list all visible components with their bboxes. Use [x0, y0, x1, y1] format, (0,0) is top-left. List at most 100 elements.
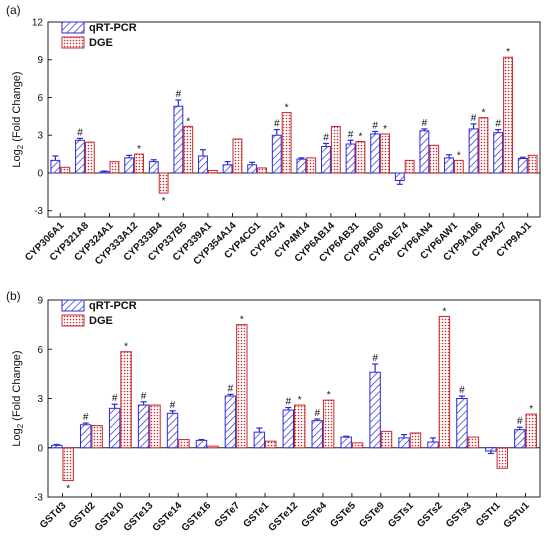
significance-hash: # [372, 353, 378, 364]
significance-star: * [506, 47, 510, 58]
bar-qrt-pcr [493, 132, 504, 174]
bar-dge [467, 436, 480, 449]
significance-star: * [298, 395, 302, 406]
significance-hash: # [170, 400, 176, 411]
bar-qrt-pcr [340, 436, 352, 449]
category-label: GSTs3 [444, 500, 474, 530]
bar-qrt-pcr [50, 159, 61, 174]
bar-qrt-pcr [398, 437, 410, 449]
y-tick-label: 12 [32, 18, 44, 29]
significance-hash: # [274, 119, 280, 130]
bar-dge [178, 439, 190, 449]
bar-dge [257, 167, 267, 174]
bar-dge [109, 161, 120, 174]
category-label: GSTs2 [415, 500, 445, 530]
category-label: GSTe12 [267, 500, 301, 534]
significance-star: * [66, 484, 70, 495]
significance-star: * [327, 390, 331, 401]
category-label: GSTe16 [180, 500, 214, 534]
bar-dge [306, 157, 317, 174]
bar-dge [404, 159, 415, 174]
bar-dge [478, 117, 489, 174]
bar-qrt-pcr [485, 447, 497, 452]
bar-qrt-pcr [311, 420, 323, 449]
significance-hash: # [228, 383, 234, 394]
significance-hash: # [495, 119, 501, 130]
legend: qRT-PCR DGE [61, 299, 137, 327]
bar-dge [409, 432, 422, 449]
bar-dge [120, 351, 132, 449]
bar-dge [525, 413, 537, 449]
bar-dge [232, 138, 243, 174]
y-tick-label: 3 [37, 394, 43, 405]
category-label: GSTe4 [299, 500, 329, 530]
bar-qrt-pcr [517, 158, 528, 174]
significance-hash: # [517, 416, 523, 427]
category-label: GSTs1 [386, 500, 416, 530]
significance-star: * [358, 132, 362, 143]
legend: qRT-PCR DGE [61, 21, 137, 49]
legend-label-qrt-pcr: qRT-PCR [89, 300, 137, 312]
significance-hash: # [459, 385, 465, 396]
bar-qrt-pcr [427, 441, 439, 449]
significance-hash: # [372, 120, 378, 131]
bar-qrt-pcr [224, 395, 237, 449]
bar-qrt-pcr [419, 130, 430, 174]
significance-hash: # [77, 127, 83, 138]
bar-qrt-pcr [370, 133, 381, 174]
significance-hash: # [176, 89, 182, 100]
bar-dge [265, 440, 277, 449]
bar-dge [60, 166, 71, 174]
bar-dge [294, 404, 306, 449]
significance-star: * [186, 116, 190, 127]
bar-dge [183, 125, 194, 174]
bar-dge [351, 442, 364, 449]
significance-star: * [383, 124, 387, 135]
bar-dge [84, 141, 95, 174]
bar-qrt-pcr [195, 439, 208, 449]
bar-qrt-pcr [166, 412, 179, 449]
bar-dge [207, 445, 219, 449]
y-tick-label: 9 [37, 55, 43, 66]
bar-dge [134, 153, 144, 174]
significance-hash: # [314, 408, 320, 419]
bar-qrt-pcr [444, 157, 454, 174]
category-label: GSTe13 [122, 500, 156, 534]
bar-dge [527, 154, 538, 174]
bar-qrt-pcr [282, 409, 294, 449]
bar-dge [496, 447, 509, 469]
significance-hash: # [348, 129, 354, 140]
legend-label-qrt-pcr: qRT-PCR [89, 22, 137, 34]
category-label: GSTe5 [328, 500, 358, 530]
legend-swatch-qrt-pcr [61, 299, 85, 312]
bar-dge [281, 112, 292, 174]
significance-star: * [124, 342, 128, 353]
bar-dge [149, 404, 161, 449]
plot-frame [47, 21, 541, 218]
significance-star: * [240, 315, 244, 326]
bar-dge [355, 141, 366, 174]
category-label: GSTd3 [38, 500, 69, 531]
bar-dge [380, 133, 390, 174]
category-label: GSTe14 [151, 500, 185, 534]
significance-hash: # [112, 393, 118, 404]
y-tick-label: 6 [37, 345, 43, 356]
y-axis-label: Log2 (Fold Change) [11, 350, 25, 446]
bar-dge [207, 169, 218, 174]
bar-qrt-pcr [253, 431, 266, 449]
y-tick-label: 0 [37, 443, 43, 454]
y-tick-label: -3 [34, 493, 43, 504]
bar-qrt-pcr [75, 139, 85, 174]
y-tick-label: 6 [37, 93, 43, 104]
significance-star: * [529, 404, 533, 415]
significance-star: * [442, 306, 446, 317]
legend-label-dge: DGE [89, 37, 113, 49]
category-label: GSTe10 [93, 500, 127, 534]
bar-qrt-pcr [173, 105, 184, 174]
bar-dge [429, 144, 440, 174]
bar-qrt-pcr [51, 444, 63, 449]
bar-qrt-pcr [345, 143, 356, 174]
